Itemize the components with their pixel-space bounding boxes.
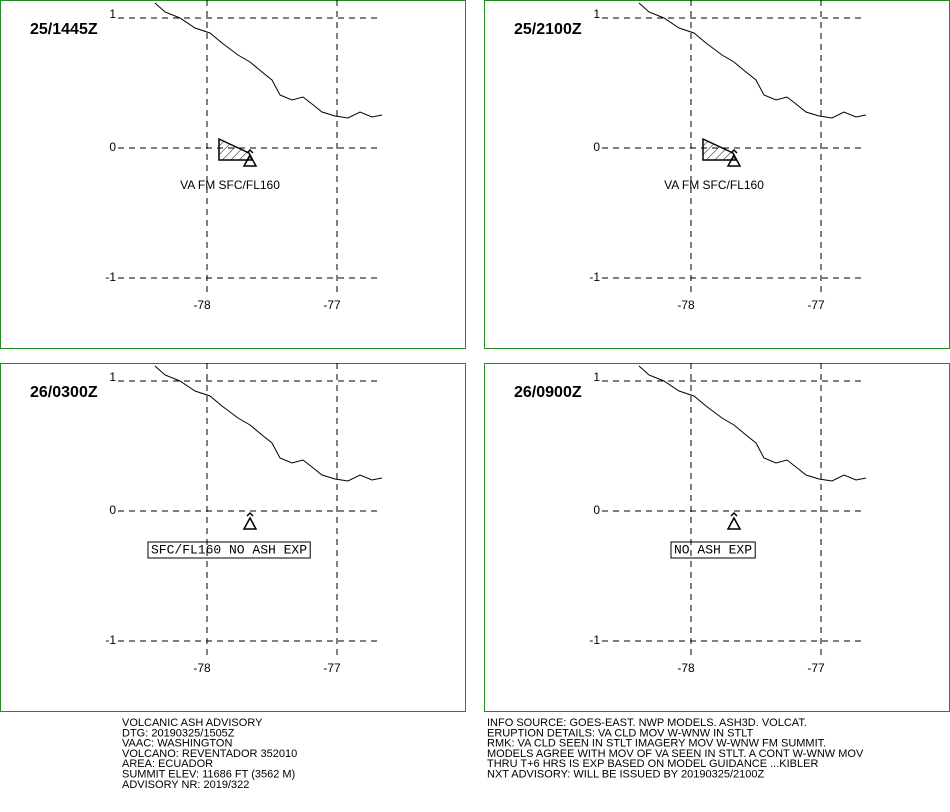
advisory-line: ADVISORY NR: 2019/322 bbox=[122, 779, 249, 791]
volcano-symbol bbox=[242, 148, 258, 167]
latitude-label: -1 bbox=[105, 270, 116, 284]
longitude-label: -77 bbox=[323, 298, 341, 312]
advisory-line: RMK: VA CLD SEEN IN STLT IMAGERY MOV W-W… bbox=[487, 738, 826, 750]
latitude-label: 1 bbox=[593, 370, 600, 384]
coastline bbox=[154, 2, 383, 119]
map-panel: 1 0 -1 -78 -77 26/0300Z SFC/FL160 NO ASH EXP bbox=[0, 363, 466, 712]
ash-label: NO ASH EXP bbox=[674, 542, 752, 557]
longitude-label: -77 bbox=[323, 661, 341, 675]
map-panel: 1 0 -1 -78 -77 25/2100Z VA FM SFC/FL160 bbox=[484, 0, 950, 349]
panel-border bbox=[0, 0, 466, 349]
ash-label: VA FM SFC/FL160 bbox=[180, 178, 280, 192]
latitude-label: 0 bbox=[109, 140, 116, 154]
longitude-label: -78 bbox=[677, 298, 695, 312]
valid-time: 26/0300Z bbox=[30, 384, 98, 401]
coastline bbox=[638, 2, 867, 119]
advisory-line: NXT ADVISORY: WILL BE ISSUED BY 20190325… bbox=[487, 769, 764, 781]
label-box bbox=[147, 541, 311, 559]
advisory-line: VOLCANO: REVENTADOR 352010 bbox=[122, 748, 297, 760]
advisory-line: ERUPTION DETAILS: VA CLD MOV W-WNW IN ST… bbox=[487, 727, 754, 739]
latitude-label: -1 bbox=[589, 633, 600, 647]
coastline bbox=[638, 365, 867, 482]
panel-border bbox=[484, 363, 950, 712]
latitude-label: -1 bbox=[105, 633, 116, 647]
latitude-label: 1 bbox=[109, 7, 116, 21]
longitude-label: -77 bbox=[807, 298, 825, 312]
advisory-line: VOLCANIC ASH ADVISORY bbox=[122, 717, 263, 729]
valid-time: 25/1445Z bbox=[30, 21, 98, 38]
advisory-line: INFO SOURCE: GOES-EAST. NWP MODELS. ASH3… bbox=[487, 717, 807, 729]
volcano-symbol bbox=[726, 511, 742, 530]
advisory-line: THRU T+6 HRS IS EXP BASED ON MODEL GUIDA… bbox=[487, 758, 818, 770]
advisory-line: DTG: 20190325/1505Z bbox=[122, 727, 235, 739]
latitude-label: 0 bbox=[593, 140, 600, 154]
advisory-line: AREA: ECUADOR bbox=[122, 758, 213, 770]
map-panel: 1 0 -1 -78 -77 25/1445Z VA FM SFC/FL160 bbox=[0, 0, 466, 349]
longitude-label: -78 bbox=[193, 661, 211, 675]
volcano-symbol bbox=[726, 148, 742, 167]
longitude-label: -78 bbox=[193, 298, 211, 312]
label-box bbox=[670, 541, 756, 559]
latitude-label: 0 bbox=[593, 503, 600, 517]
map-panel: 1 0 -1 -78 -77 26/0900Z NO ASH EXP bbox=[484, 363, 950, 712]
latitude-label: -1 bbox=[589, 270, 600, 284]
advisory-line: MODELS AGREE WITH MOV OF VA SEEN IN STLT… bbox=[487, 748, 864, 760]
ash-area bbox=[702, 137, 738, 161]
advisory-line: VAAC: WASHINGTON bbox=[122, 738, 232, 750]
volcano-symbol bbox=[242, 511, 258, 530]
latitude-label: 1 bbox=[593, 7, 600, 21]
valid-time: 25/2100Z bbox=[514, 21, 582, 38]
latitude-label: 0 bbox=[109, 503, 116, 517]
latitude-label: 1 bbox=[109, 370, 116, 384]
coastline bbox=[154, 365, 383, 482]
longitude-label: -77 bbox=[807, 661, 825, 675]
panel-border bbox=[484, 0, 950, 349]
longitude-label: -78 bbox=[677, 661, 695, 675]
advisory-line: SUMMIT ELEV: 11686 FT (3562 M) bbox=[122, 769, 295, 781]
ash-label: SFC/FL160 NO ASH EXP bbox=[151, 542, 307, 557]
panel-border bbox=[0, 363, 466, 712]
ash-area bbox=[218, 137, 254, 161]
valid-time: 26/0900Z bbox=[514, 384, 582, 401]
ash-label: VA FM SFC/FL160 bbox=[664, 178, 764, 192]
